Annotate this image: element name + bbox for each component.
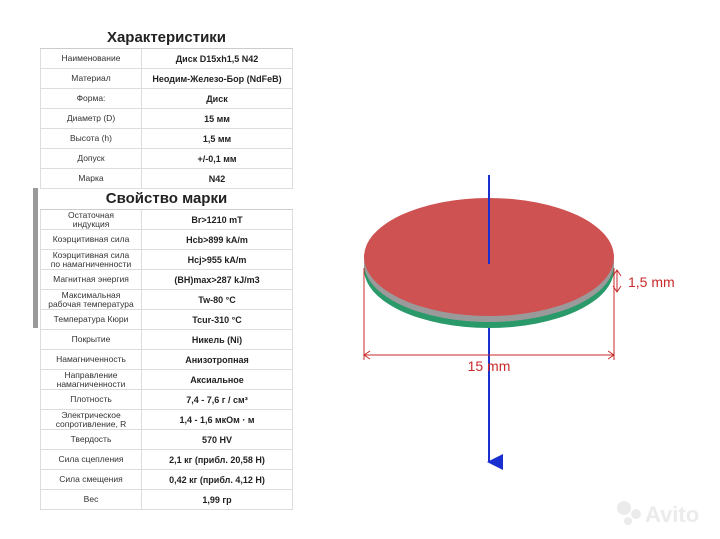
- row-label: Магнитная энергия: [41, 270, 142, 289]
- table-row: Намагниченность Анизотропная: [40, 350, 293, 370]
- table-row: Материал Неодим-Железо-Бор (NdFeB): [40, 69, 293, 89]
- table-row: Направление намагниченности Аксиальное: [40, 370, 293, 390]
- row-value: 1,5 мм: [202, 133, 232, 144]
- dimensions: [363, 268, 622, 360]
- row-label: Коэрцитивная сила по намагниченности: [41, 250, 142, 269]
- row-label: Сила сцепления: [41, 450, 142, 469]
- table-row: Сила сцепления 2,1 кг (прибл. 20,58 H): [40, 450, 293, 470]
- side-bar: [33, 188, 38, 328]
- row-value: 7,4 - 7,6 г / см³: [186, 394, 248, 405]
- section-heading: Свойство марки: [40, 189, 293, 210]
- row-value: Анизотропная: [185, 354, 249, 365]
- row-value: Никель (Ni): [191, 334, 243, 345]
- row-label: Диаметр (D): [41, 109, 142, 128]
- table-row: Магнитная энергия (BH)max>287 kJ/m3: [40, 270, 293, 290]
- row-value: 1,99 гр: [202, 494, 232, 505]
- row-value: +/-0,1 мм: [197, 153, 237, 164]
- row-label: Намагниченность: [41, 350, 142, 369]
- row-label: Форма:: [41, 89, 142, 108]
- row-value: (BH)max>287 kJ/m3: [174, 274, 260, 285]
- row-value: N42: [208, 173, 226, 184]
- table-row: Температура Кюри Tcur-310 °C: [40, 310, 293, 330]
- row-label: Допуск: [41, 149, 142, 168]
- row-value: Hcb>899 kA/m: [186, 234, 248, 245]
- row-label: Марка: [41, 169, 142, 188]
- row-value: Br>1210 mT: [191, 214, 243, 225]
- row-label: Максимальная рабочая температура: [41, 290, 142, 309]
- row-value: Tw-80 °C: [198, 294, 236, 305]
- row-value: Неодим-Железо-Бор (NdFeB): [152, 73, 282, 84]
- row-value: 0,42 кг (прибл. 4,12 H): [169, 474, 265, 485]
- row-value: Tcur-310 °C: [192, 314, 242, 325]
- table-row: Вес 1,99 гр: [40, 490, 293, 510]
- row-label: Твердость: [41, 430, 142, 449]
- row-label: Электрическое сопротивление, R: [41, 410, 142, 429]
- row-label: Коэрцитивная сила: [41, 230, 142, 249]
- row-label: Высота (h): [41, 129, 142, 148]
- row-label: Температура Кюри: [41, 310, 142, 329]
- diameter-label: 15 mm: [468, 358, 511, 374]
- row-value: Аксиальное: [190, 374, 244, 385]
- row-value: 15 мм: [204, 113, 230, 124]
- table-row: Диаметр (D) 15 мм: [40, 109, 293, 129]
- table-row: Высота (h) 1,5 мм: [40, 129, 293, 149]
- row-label: Остаточная индукция: [41, 210, 142, 229]
- watermark-text: Avito: [645, 502, 699, 527]
- row-label: Вес: [41, 490, 142, 509]
- spec-table: Характеристики Наименование Диск D15xh1,5 …: [40, 28, 293, 510]
- section-heading: Характеристики: [40, 28, 293, 49]
- table-row: Коэрцитивная сила по намагниченности Hcj>…: [40, 250, 293, 270]
- row-value: Диск: [206, 93, 228, 104]
- row-label: Сила смещения: [41, 470, 142, 489]
- table-row: Покрытие Никель (Ni): [40, 330, 293, 350]
- table-row: Марка N42: [40, 169, 293, 189]
- table-row: Плотность 7,4 - 7,6 г / см³: [40, 390, 293, 410]
- table-row: Максимальная рабочая температура Tw-80 °C: [40, 290, 293, 310]
- row-label: Наименование: [41, 49, 142, 68]
- table-row: Коэрцитивная сила Hcb>899 kA/m: [40, 230, 293, 250]
- row-value: 2,1 кг (прибл. 20,58 H): [169, 454, 265, 465]
- table-row: Остаточная индукция Br>1210 mT: [40, 210, 293, 230]
- table-row: Форма: Диск: [40, 89, 293, 109]
- watermark: Avito: [617, 501, 699, 527]
- row-value: Диск D15xh1,5 N42: [175, 53, 259, 64]
- table-row: Наименование Диск D15xh1,5 N42: [40, 49, 293, 69]
- table-row: Твердость 570 HV: [40, 430, 293, 450]
- table-row: Электрическое сопротивление, R 1,4 - 1,6 …: [40, 410, 293, 430]
- row-label: Плотность: [41, 390, 142, 409]
- row-label: Направление намагниченности: [41, 370, 142, 389]
- height-label: 1,5 mm: [628, 274, 675, 290]
- table-row: Сила смещения 0,42 кг (прибл. 4,12 H): [40, 470, 293, 490]
- row-value: Hcj>955 kA/m: [187, 254, 247, 265]
- row-value: 570 HV: [201, 434, 233, 445]
- row-label: Покрытие: [41, 330, 142, 349]
- table-row: Допуск +/-0,1 мм: [40, 149, 293, 169]
- row-value: 1,4 - 1,6 мкОм · м: [179, 414, 255, 425]
- row-label: Материал: [41, 69, 142, 88]
